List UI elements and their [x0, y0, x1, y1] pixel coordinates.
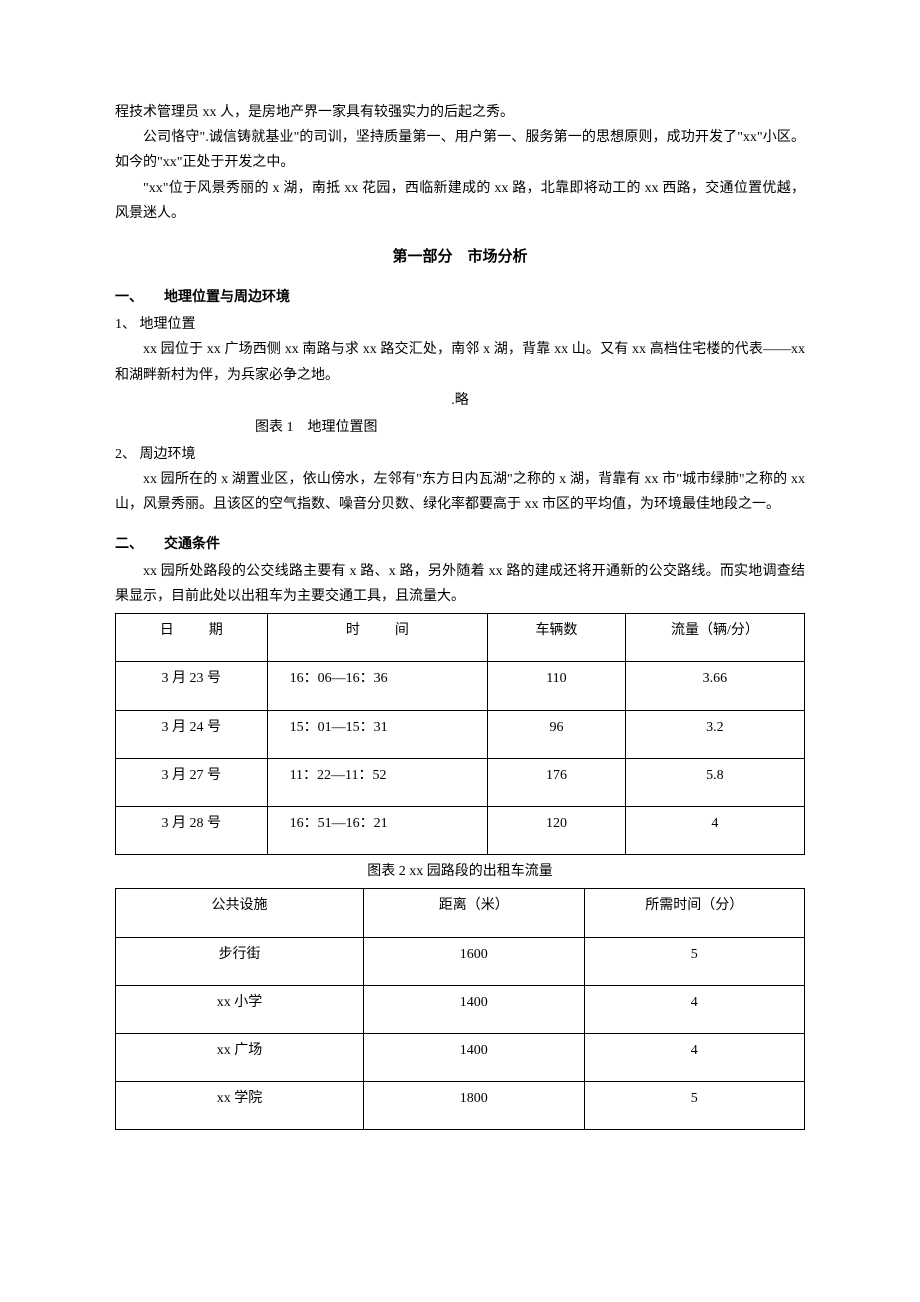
intro-line-3: "xx"位于风景秀丽的 x 湖，南抵 xx 花园，西临新建成的 xx 路，北靠即…: [115, 176, 805, 226]
fig1-caption: 图表 1 地理位置图: [115, 415, 805, 440]
sec2-heading: 二、 交通条件: [115, 532, 805, 557]
th-date: 日期: [116, 614, 268, 662]
th-count: 车辆数: [488, 614, 626, 662]
table-row: xx 学院 1800 5: [116, 1082, 805, 1130]
sec1-omit: .略: [115, 388, 805, 413]
table-row: 公共设施 距离（米） 所需时间（分）: [116, 889, 805, 937]
table1-caption: 图表 2 xx 园路段的出租车流量: [115, 859, 805, 884]
th-facility: 公共设施: [116, 889, 364, 937]
th-time: 时间: [267, 614, 487, 662]
sec1-item1-body: xx 园位于 xx 广场西侧 xx 南路与求 xx 路交汇处，南邻 x 湖，背靠…: [115, 337, 805, 387]
th-duration: 所需时间（分）: [584, 889, 805, 937]
table-row: 3 月 27 号 11：22—11：52 176 5.8: [116, 758, 805, 806]
part1-title: 第一部分 市场分析: [115, 244, 805, 271]
sec1-item1-label: 1、 地理位置: [115, 312, 805, 337]
th-flow: 流量（辆/分）: [625, 614, 804, 662]
table-row: xx 小学 1400 4: [116, 985, 805, 1033]
sec1-item2-label: 2、 周边环境: [115, 442, 805, 467]
table-row: 3 月 28 号 16：51—16：21 120 4: [116, 806, 805, 854]
table-facility: 公共设施 距离（米） 所需时间（分） 步行街 1600 5 xx 小学 1400…: [115, 888, 805, 1130]
sec2-body: xx 园所处路段的公交线路主要有 x 路、x 路，另外随着 xx 路的建成还将开…: [115, 559, 805, 609]
intro-line-1: 程技术管理员 xx 人，是房地产界一家具有较强实力的后起之秀。: [115, 100, 805, 125]
table-row: 日期 时间 车辆数 流量（辆/分）: [116, 614, 805, 662]
table-row: 步行街 1600 5: [116, 937, 805, 985]
th-distance: 距离（米）: [364, 889, 584, 937]
sec1-heading: 一、 地理位置与周边环境: [115, 285, 805, 310]
table-row: 3 月 23 号 16：06—16：36 110 3.66: [116, 662, 805, 710]
table-row: 3 月 24 号 15：01—15：31 96 3.2: [116, 710, 805, 758]
sec1-item2-body: xx 园所在的 x 湖置业区，依山傍水，左邻有"东方日内瓦湖"之称的 x 湖，背…: [115, 467, 805, 517]
table-row: xx 广场 1400 4: [116, 1033, 805, 1081]
table-traffic: 日期 时间 车辆数 流量（辆/分） 3 月 23 号 16：06—16：36 1…: [115, 613, 805, 855]
intro-line-2: 公司恪守".诚信铸就基业"的司训，坚持质量第一、用户第一、服务第一的思想原则，成…: [115, 125, 805, 175]
